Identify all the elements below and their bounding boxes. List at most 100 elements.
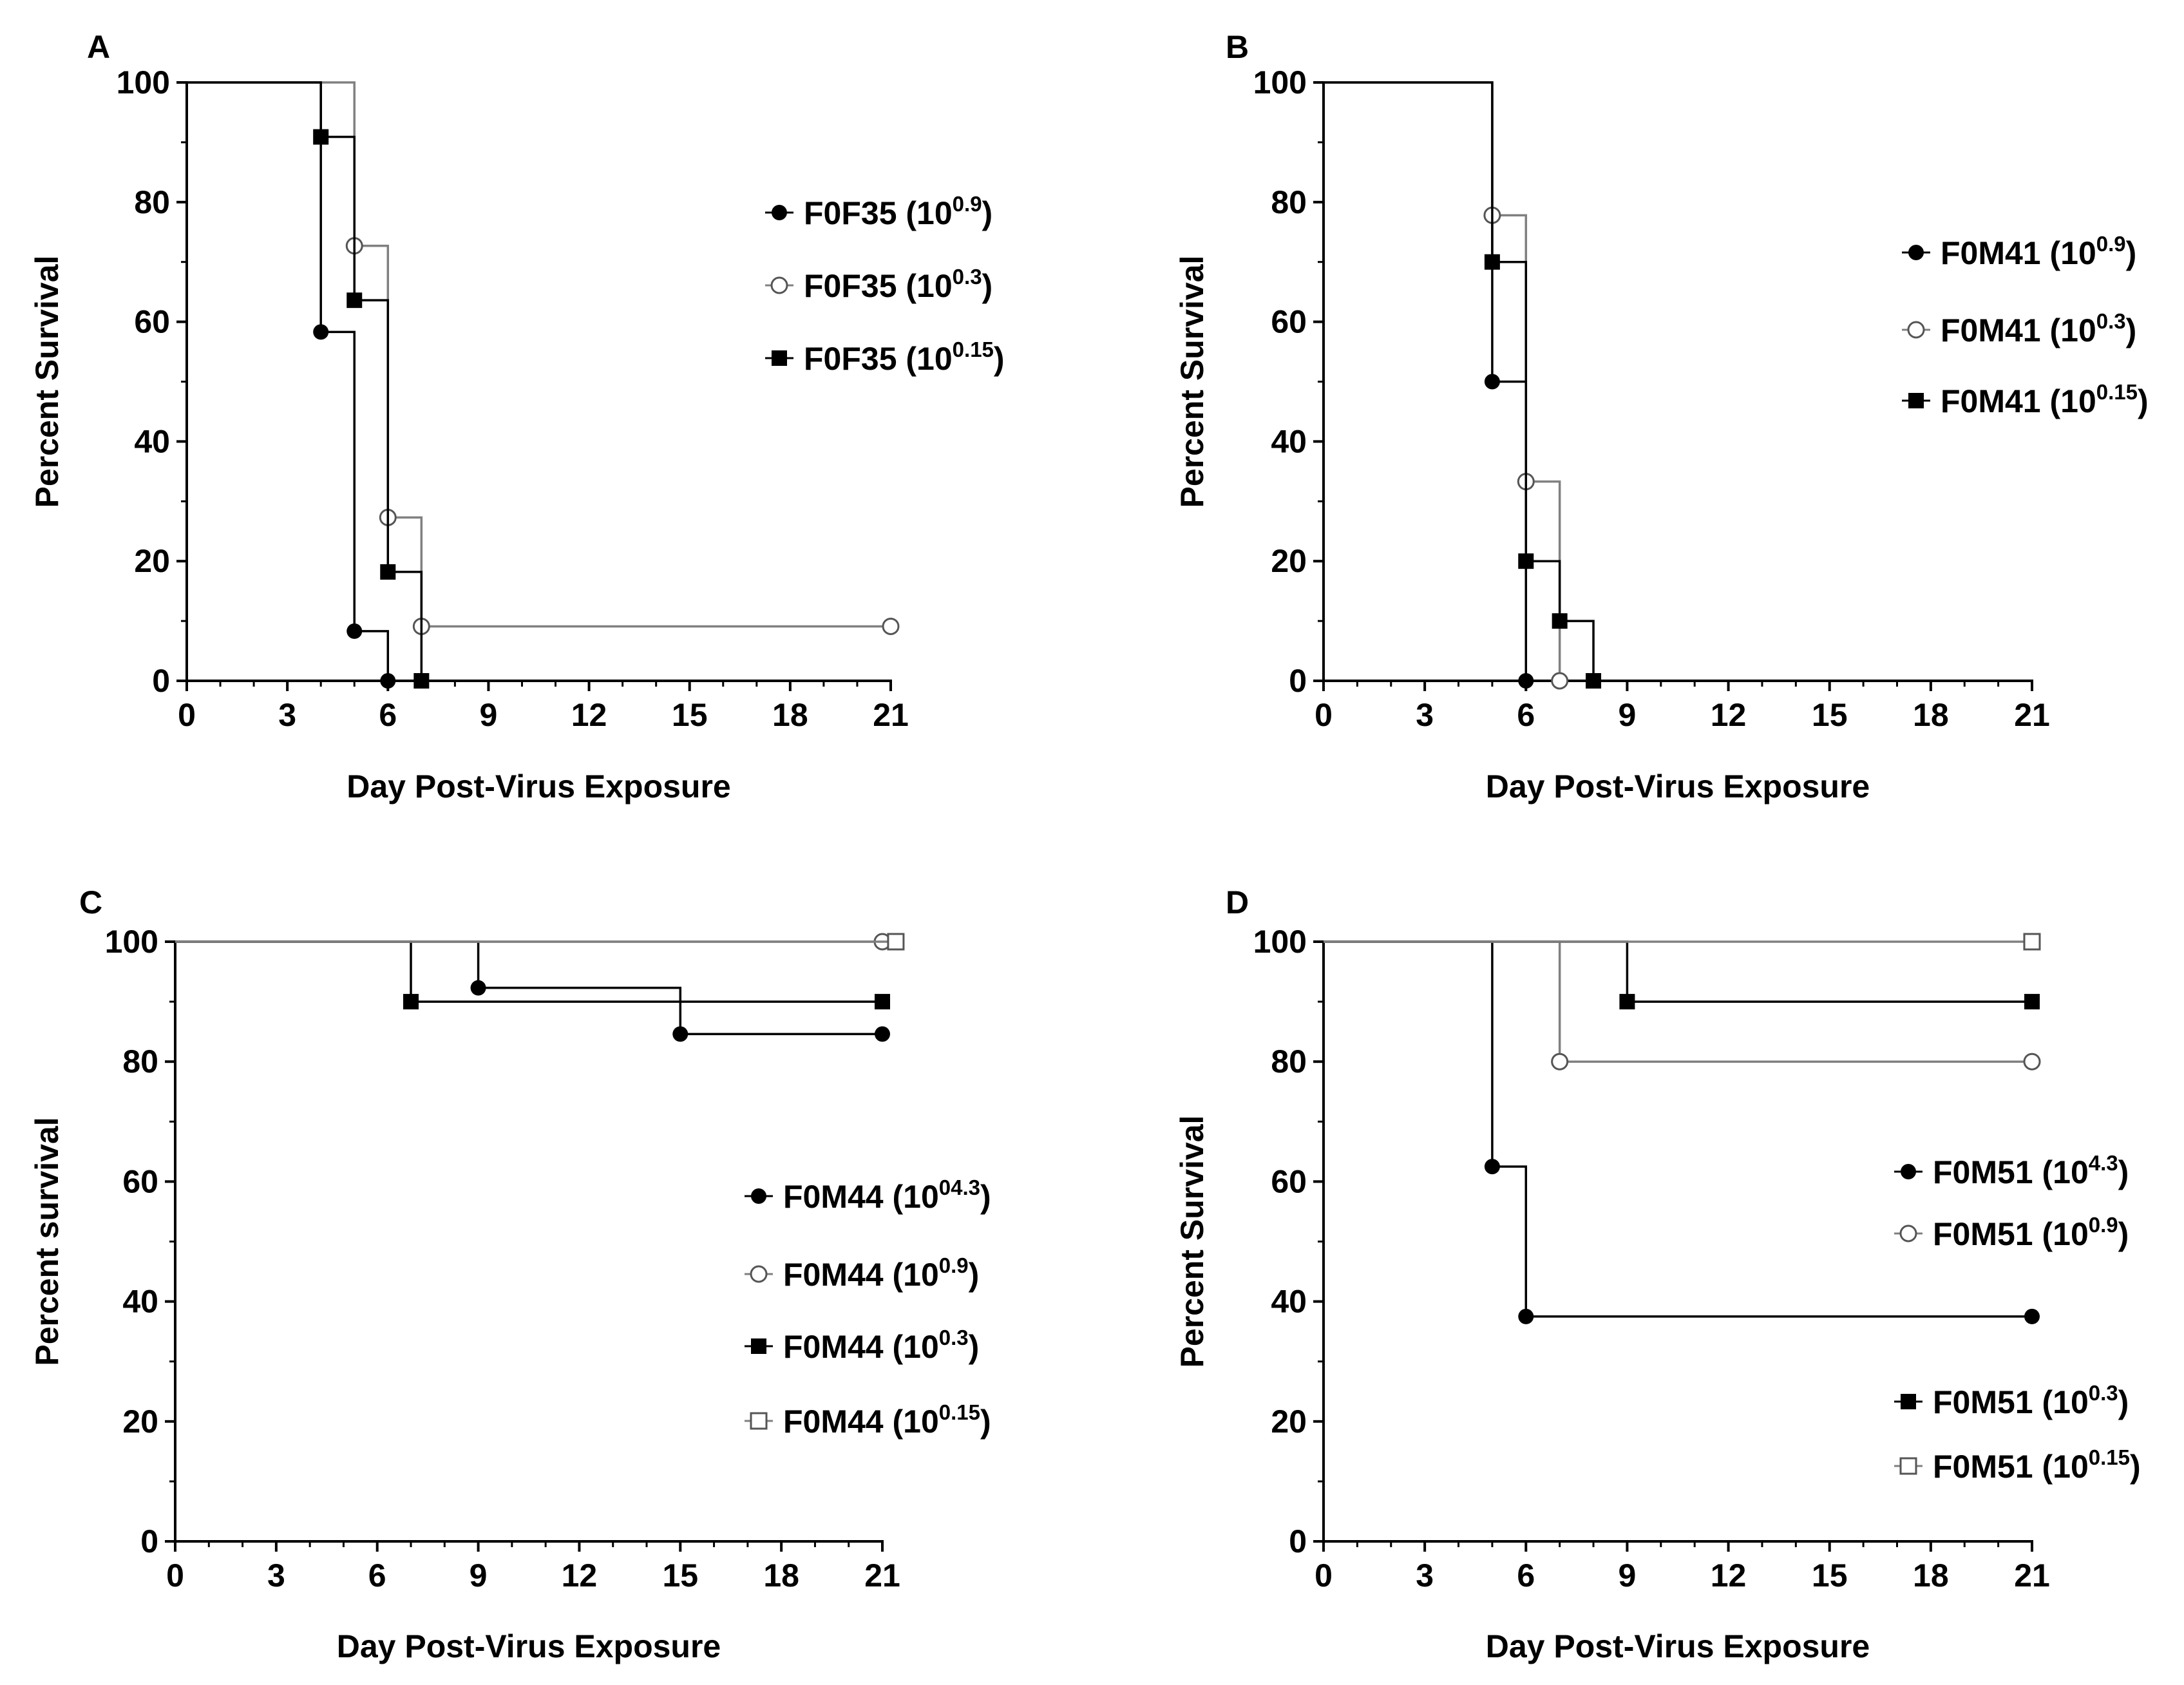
marker-filled-square: [2024, 994, 2040, 1010]
series-f0m44-0_15: [175, 933, 905, 951]
marker-filled-circle: [313, 324, 329, 340]
y-tick-label: 100: [105, 924, 158, 960]
x-axis-title: Day Post-Virus Exposure: [1486, 768, 1870, 804]
y-tick-label: 0: [1289, 663, 1307, 699]
panel-b: B 0 20 40 60 80 100 0 3 6 9 12 15 18 21 Day Post-Virus …: [1174, 29, 2149, 804]
legend-entry: F0F35 (100.15): [765, 338, 1005, 377]
marker-open-circle: [2023, 1052, 2041, 1071]
x-tick-label: 3: [1416, 1557, 1434, 1594]
x-tick-label: 15: [662, 1557, 698, 1594]
marker-filled-square: [380, 564, 396, 580]
marker-open-square: [1899, 1457, 1917, 1475]
marker-filled-circle: [1518, 1308, 1534, 1324]
legend-entry: F0M44 (1004.3): [745, 1176, 991, 1215]
series-line: [187, 81, 423, 681]
x-tick-label: 18: [1913, 697, 1949, 733]
x-tick-label: 18: [1913, 1557, 1949, 1594]
x-tick-label: 3: [1416, 697, 1434, 733]
y-tick-label: 40: [1271, 423, 1307, 459]
legend-label: F0M51 (100.15): [1933, 1445, 2141, 1485]
legend-label: F0M41 (100.3): [1941, 309, 2136, 348]
marker-filled-square: [1518, 553, 1534, 569]
series-line: [1324, 940, 2032, 1318]
x-tick-label: 6: [379, 697, 397, 733]
y-tick-label: 20: [122, 1404, 158, 1440]
marker-filled-circle: [1908, 245, 1924, 260]
y-tick-label: 40: [134, 423, 170, 459]
series-line: [175, 940, 882, 1003]
y-tick-label: 60: [122, 1163, 158, 1199]
series-f0f35-0_15: [187, 81, 430, 689]
marker-filled-square: [1901, 1394, 1916, 1409]
legend-label: F0F35 (100.15): [804, 338, 1005, 377]
series-f0m51-0_15: [1324, 933, 2041, 951]
y-tick-label: 100: [117, 64, 170, 100]
x-tick-label: 6: [368, 1557, 386, 1594]
y-tick-label: 80: [1271, 1043, 1307, 1080]
legend-entry: F0M51 (100.9): [1894, 1213, 2129, 1252]
series-f0m41-0_9: [1324, 81, 1534, 689]
series-f0m51-0_3: [1324, 940, 2040, 1010]
y-tick-label: 100: [1253, 64, 1307, 100]
x-tick-label: 12: [1711, 1557, 1747, 1594]
legend-label: F0M44 (100.9): [783, 1253, 979, 1293]
x-tick-label: 12: [562, 1557, 598, 1594]
marker-open-circle: [1907, 321, 1925, 339]
marker-filled-square: [413, 673, 430, 689]
legend-entry: F0M44 (100.3): [745, 1326, 979, 1365]
legend-entry: F0M41 (100.3): [1902, 309, 2136, 348]
marker-filled-circle: [470, 980, 486, 996]
marker-open-circle: [770, 276, 788, 294]
legend-label: F0F35 (100.3): [804, 265, 992, 304]
marker-filled-circle: [2024, 1308, 2040, 1324]
x-tick-label: 6: [1517, 1557, 1535, 1594]
y-tick-label: 60: [1271, 1163, 1307, 1199]
marker-open-circle: [1899, 1224, 1917, 1242]
panel-c: C 0 20 40 60 80 100 0 3 6 9 12 15 18 21 Day Post-Virus …: [29, 884, 991, 1664]
legend-label: F0M51 (100.9): [1933, 1213, 2129, 1252]
x-tick-label: 3: [267, 1557, 285, 1594]
marker-filled-square: [751, 1338, 766, 1354]
x-tick-label: 0: [1315, 1557, 1333, 1594]
x-tick-label: 0: [178, 697, 196, 733]
x-tick-label: 18: [763, 1557, 799, 1594]
y-axis-title: Percent survival: [29, 1117, 65, 1366]
y-tick-label: 20: [1271, 1404, 1307, 1440]
series-f0m41-0_3: [1324, 81, 1569, 690]
marker-open-square: [887, 933, 905, 951]
marker-filled-square: [403, 994, 419, 1010]
y-axis-title: Percent Survival: [29, 256, 65, 508]
marker-open-square: [2023, 933, 2041, 951]
panel-letter: A: [87, 29, 110, 65]
panel-d: D 0 20 40 60 80 100 0 3 6 9 12 15 18 21 Day Post-Virus …: [1174, 884, 2141, 1664]
legend-entry: F0M51 (104.3): [1894, 1151, 2129, 1190]
legend-entry: F0F35 (100.3): [765, 265, 992, 304]
marker-filled-circle: [1484, 1159, 1500, 1175]
marker-open-square: [750, 1412, 768, 1430]
legend-label: F0M44 (1004.3): [783, 1176, 991, 1215]
marker-filled-square: [313, 129, 329, 145]
x-tick-label: 15: [1812, 697, 1848, 733]
marker-open-circle: [1551, 672, 1569, 690]
marker-filled-square: [1552, 613, 1568, 629]
y-tick-label: 20: [134, 543, 170, 579]
series-f0m51-0_9: [1324, 940, 2041, 1071]
panel-letter: D: [1226, 884, 1249, 920]
marker-filled-square: [1908, 393, 1924, 408]
legend-label: F0M44 (100.3): [783, 1326, 979, 1365]
x-tick-label: 21: [864, 1557, 900, 1594]
x-tick-label: 9: [470, 1557, 488, 1594]
series-f0f35-0_9: [187, 81, 396, 689]
legend-entry: F0M41 (100.9): [1902, 232, 2136, 271]
x-tick-label: 0: [1315, 697, 1333, 733]
y-tick-label: 0: [140, 1523, 158, 1559]
legend-entry: F0M44 (100.15): [745, 1400, 991, 1440]
x-tick-label: 3: [278, 697, 296, 733]
marker-filled-circle: [875, 1026, 890, 1042]
legend-label: F0M41 (100.9): [1941, 232, 2136, 271]
series-f0m44-0_3: [175, 940, 890, 1010]
y-tick-label: 20: [1271, 543, 1307, 579]
marker-filled-circle: [1901, 1164, 1916, 1179]
x-tick-label: 12: [1711, 697, 1747, 733]
